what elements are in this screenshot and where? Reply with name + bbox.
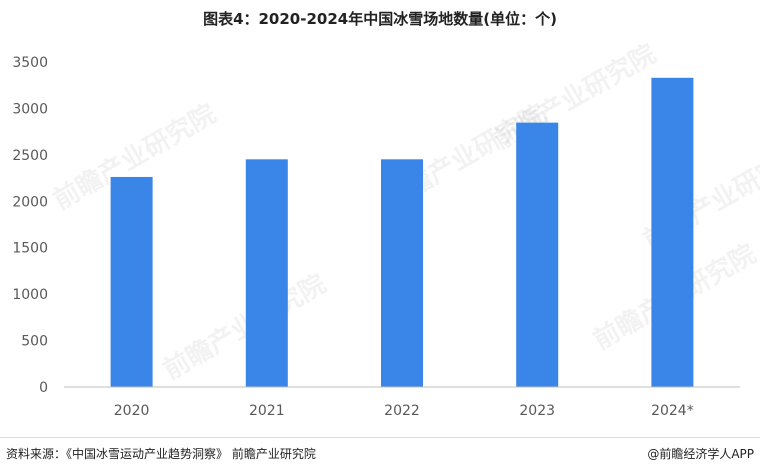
x-tick-label: 2020 [114,403,150,419]
bars [110,77,694,388]
y-tick-label: 0 [39,380,48,396]
x-axis-ticks: 2020 2021 2022 2023 2024* [114,403,694,419]
y-tick-label: 1500 [12,241,48,257]
bar-2021 [245,159,288,387]
footer: 资料来源：《中国冰雪运动产业趋势洞察》 前瞻产业研究院 @前瞻经济学人APP [0,437,760,472]
x-tick-label: 2023 [519,403,555,419]
x-tick-label: 2024* [651,403,694,419]
watermark-text: 前瞻产业研究院 [488,38,661,156]
watermark-text: 前瞻产业研究院 [158,268,331,386]
bar-chart: 前瞻产业研究院前瞻产业研究院前瞻产业研究院前瞻产业研究院前瞻产业研究院前瞻产业研… [12,38,760,419]
x-tick-label: 2021 [249,403,285,419]
y-tick-label: 500 [21,334,48,350]
y-axis-ticks: 0 500 1000 1500 2000 2500 3000 3500 [12,55,48,396]
bar-2020 [110,176,153,387]
bar-2022 [381,159,423,387]
y-tick-label: 2500 [12,148,48,164]
source-text: 资料来源：《中国冰雪运动产业趋势洞察》 前瞻产业研究院 [6,447,316,461]
chart-title: 图表4：2020-2024年中国冰雪场地数量(单位：个) [203,10,557,28]
x-tick-label: 2022 [384,403,420,419]
bar-2024 [651,77,694,388]
brand-text: @前瞻经济学人APP [647,447,754,461]
y-tick-label: 2000 [12,194,48,210]
bar-2023 [516,122,559,387]
y-tick-label: 3000 [12,101,48,117]
y-tick-label: 1000 [12,287,48,303]
y-tick-label: 3500 [12,55,48,71]
